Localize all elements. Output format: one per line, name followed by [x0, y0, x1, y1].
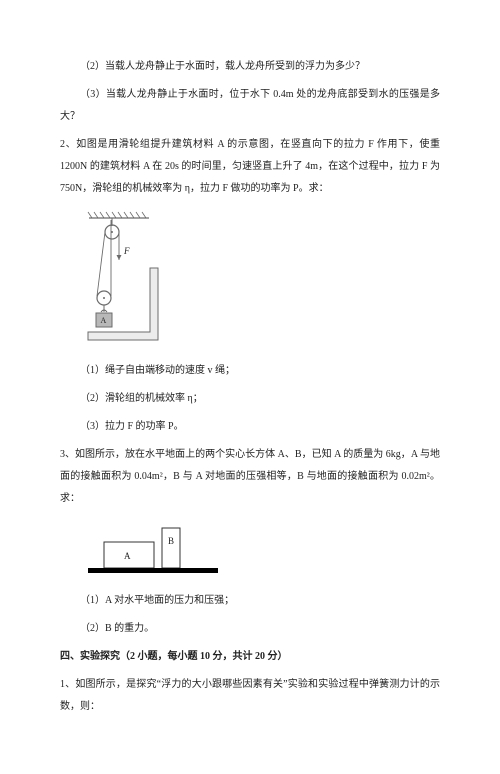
q1-sub2: （2）当载人龙舟静止于水面时，载人龙舟所受到的浮力为多少？ — [60, 56, 440, 78]
q3-figure-blocks: A B — [84, 520, 440, 580]
q2-sub3: （3）拉力 F 的功率 P。 — [60, 416, 440, 438]
q3-intro: 3、如图所示，放在水平地面上的两个实心长方体 A、B，已知 A 的质量为 6kg… — [60, 444, 440, 510]
q3-sub2: （2）B 的重力。 — [60, 618, 440, 640]
section4-q1: 1、如图所示，是探究“浮力的大小跟哪些因素有关”实验和实验过程中弹簧测力计的示数… — [60, 674, 440, 718]
q2-intro: 2、如图是用滑轮组提升建筑材料 A 的示意图，在竖直向下的拉力 F 作用下，使重… — [60, 134, 440, 200]
label-block-b: B — [168, 536, 174, 546]
q2-sub2: （2）滑轮组的机械效率 η； — [60, 388, 440, 410]
label-a-block: A — [101, 316, 107, 325]
q3-sub1: （1）A 对水平地面的压力和压强； — [60, 590, 440, 612]
q2-sub1: （1）绳子自由端移动的速度 v 绳； — [60, 360, 440, 382]
label-f: F — [123, 246, 130, 256]
q2-figure-pulley: F A — [84, 210, 440, 350]
section4-title: 四、实验探究（2 小题，每小题 10 分，共计 20 分） — [60, 646, 440, 668]
q1-sub3: （3）当载人龙舟静止于水面时，位于水下 0.4m 处的龙舟底部受到水的压强是多大… — [60, 84, 440, 128]
label-block-a: A — [124, 551, 131, 561]
